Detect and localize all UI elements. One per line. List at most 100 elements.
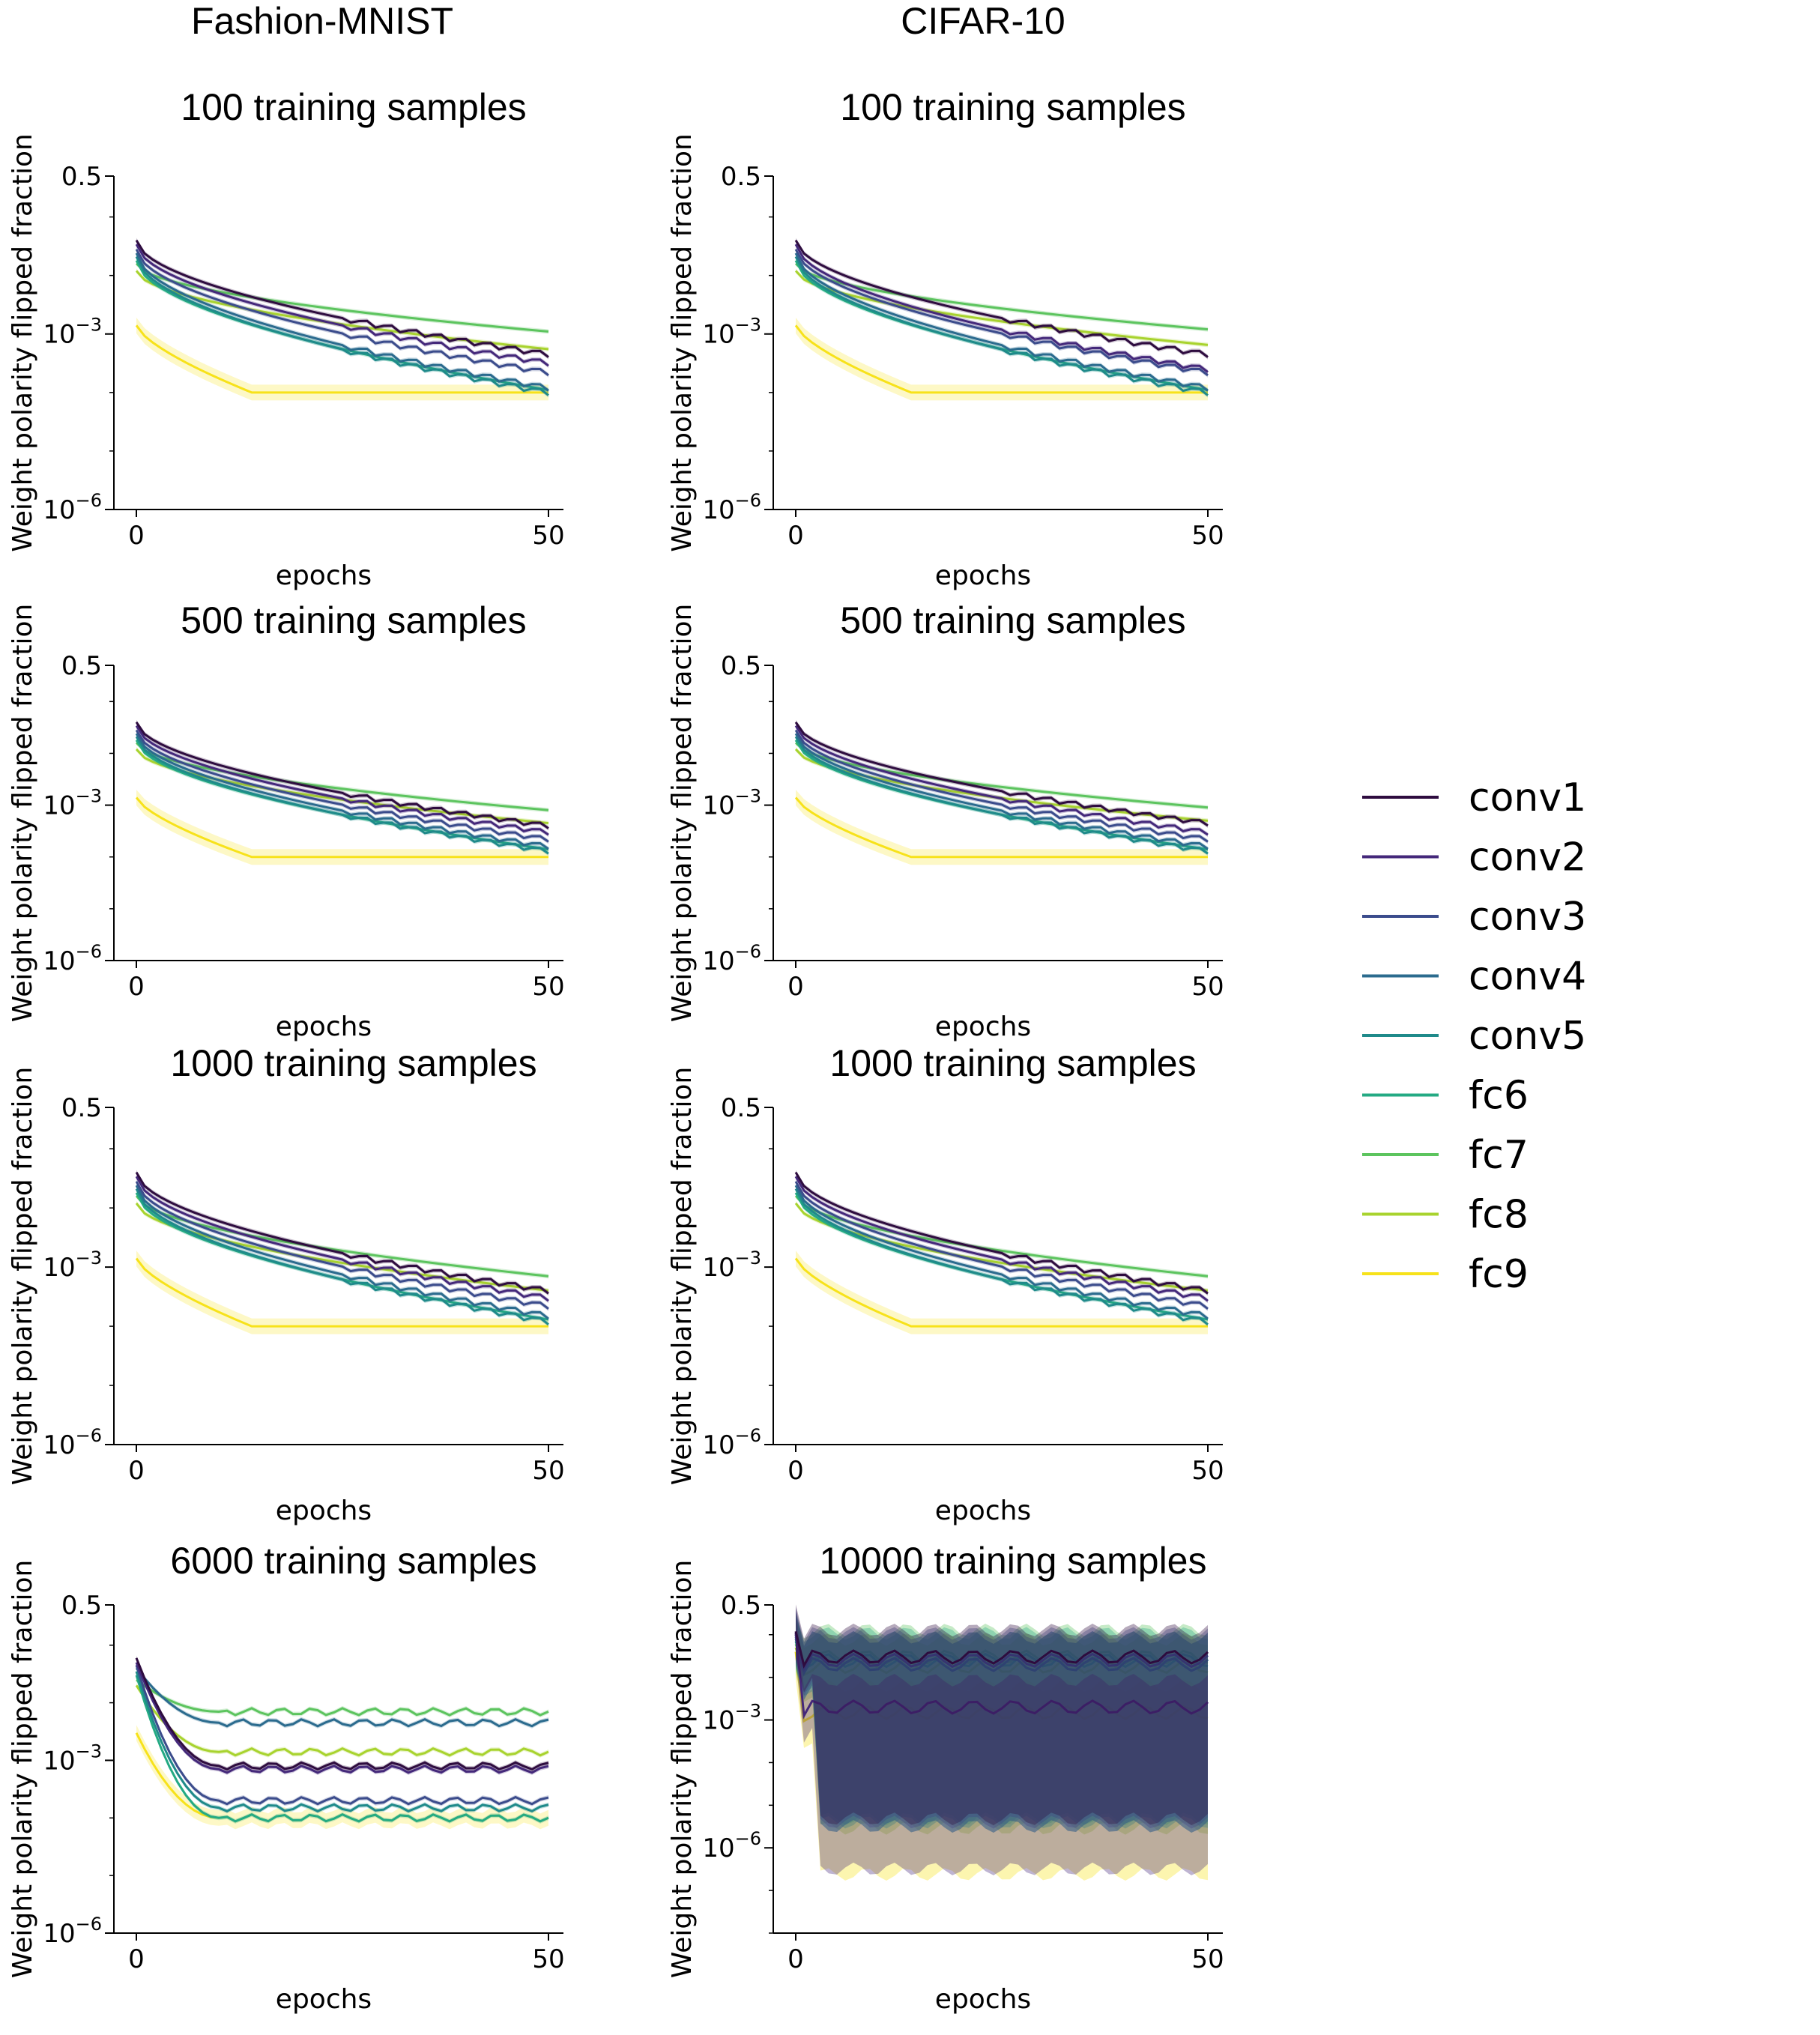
series-line-conv5 <box>794 736 1209 855</box>
x-tick-label: 50 <box>532 521 564 551</box>
series-line-conv1 <box>135 239 549 358</box>
legend-label: fc6 <box>1469 1074 1529 1119</box>
y-tick-label: 0.5 <box>61 162 102 192</box>
series-line-fc8 <box>135 1684 549 1757</box>
chart-panel: 1000 training samples 0.5 10−3 10−6 0 50 epoch… <box>667 1042 1224 1526</box>
column-title-cifar10: CIFAR-10 <box>901 0 1065 42</box>
series-band-fc8 <box>796 746 1208 823</box>
x-tick-label: 50 <box>1191 1456 1224 1486</box>
chart-panel: 1000 training samples 0.5 10−3 10−6 0 50 epoch… <box>7 1042 565 1526</box>
series-line-fc7 <box>794 742 1209 809</box>
chart-title: 500 training samples <box>840 599 1185 641</box>
series-line-conv2 <box>794 244 1209 373</box>
series-band-fc9 <box>796 317 1208 401</box>
series-band-conv3 <box>136 1663 548 1806</box>
x-tick-label: 50 <box>532 972 564 1002</box>
series-line-conv1 <box>794 1171 1209 1295</box>
chart-title: 100 training samples <box>181 86 526 128</box>
series-band-fc7 <box>136 261 548 334</box>
x-axis-label: epochs <box>276 560 372 591</box>
series-line-conv2 <box>794 1633 1209 1720</box>
x-tick-label: 0 <box>128 521 145 551</box>
series-line-conv1 <box>135 1171 549 1295</box>
series-band-fc9 <box>796 1251 1208 1334</box>
series-line-conv2 <box>135 1662 549 1774</box>
y-tick-label: 0.5 <box>61 651 102 681</box>
y-tick-label: 10−6 <box>702 941 761 976</box>
chart-panel: 6000 training samples 0.5 10−3 10−6 0 50 epoch… <box>7 1540 565 2015</box>
y-tick-label: 10−3 <box>702 1701 761 1736</box>
y-tick-label: 10−3 <box>702 1248 761 1283</box>
x-tick-label: 0 <box>787 521 804 551</box>
series-line-conv5 <box>135 255 549 396</box>
chart-panel: 100 training samples 0.5 10−3 10−6 0 50 epochs… <box>667 86 1224 591</box>
x-axis-label: epochs <box>935 1984 1031 2015</box>
series-line-fc8 <box>135 1202 549 1292</box>
series-band-conv3 <box>136 728 548 844</box>
chart-panel: 500 training samples 0.5 10−3 10−6 0 50 epochs… <box>667 599 1224 1042</box>
series-line-conv3 <box>794 729 1209 843</box>
y-axis-label: Weight polarity flipped fraction <box>7 133 38 552</box>
x-axis-label: epochs <box>935 1012 1031 1042</box>
series-band-fc6 <box>796 1614 1208 1829</box>
series-line-conv1 <box>135 1657 549 1771</box>
series-band-fc7 <box>796 1617 1208 1826</box>
x-tick-label: 0 <box>128 1944 145 1974</box>
chart-title: 10000 training samples <box>820 1540 1207 1582</box>
series-line-fc7 <box>794 1195 1209 1277</box>
y-tick-label: 10−3 <box>43 786 102 821</box>
series-line-conv2 <box>794 725 1209 836</box>
x-tick-label: 50 <box>532 1944 564 1974</box>
x-tick-label: 50 <box>1191 521 1224 551</box>
y-tick-label: 10−6 <box>43 490 102 525</box>
x-axis-label: epochs <box>935 1496 1031 1526</box>
series-band-fc9 <box>136 789 548 865</box>
y-axis-label: Weight polarity flipped fraction <box>7 1067 38 1486</box>
series-line-conv5 <box>135 736 549 855</box>
series-band-fc8 <box>796 268 1208 348</box>
series-line-fc8 <box>794 1202 1209 1292</box>
chart-title: 1000 training samples <box>170 1042 536 1084</box>
series-band-conv2 <box>796 1606 1208 1875</box>
series-line-conv2 <box>135 725 549 836</box>
y-tick-label: 10−6 <box>702 1828 761 1863</box>
series-line-conv3 <box>135 248 549 377</box>
x-tick-label: 50 <box>1191 972 1224 1002</box>
series-line-conv5 <box>794 255 1209 396</box>
legend-label: fc8 <box>1469 1193 1529 1238</box>
series-line-conv3 <box>135 1664 549 1806</box>
series-line-conv4 <box>794 1185 1209 1320</box>
series-line-fc9 <box>794 796 1208 859</box>
x-axis-label: epochs <box>276 1496 372 1526</box>
legend-entry-fc8: fc8 <box>1362 1193 1529 1238</box>
y-tick-label: 10−6 <box>702 1425 761 1460</box>
series-band-fc7 <box>136 1194 548 1279</box>
x-axis-label: epochs <box>276 1984 372 2015</box>
y-tick-label: 0.5 <box>721 651 761 681</box>
column-title-fashion-mnist: Fashion-MNIST <box>191 0 453 42</box>
series-band-fc8 <box>136 268 548 352</box>
legend-label: conv1 <box>1469 775 1586 820</box>
chart-title: 1000 training samples <box>829 1042 1196 1084</box>
series-line-conv1 <box>135 721 549 829</box>
series-line-conv2 <box>135 1176 549 1302</box>
x-tick-label: 0 <box>128 1456 145 1486</box>
series-line-conv4 <box>794 733 1209 850</box>
series-band-fc7 <box>136 740 548 813</box>
y-axis-label: Weight polarity flipped fraction <box>7 1560 38 1979</box>
chart-title: 100 training samples <box>840 86 1185 128</box>
y-tick-label: 10−6 <box>43 1425 102 1460</box>
series-band-fc9 <box>796 789 1208 865</box>
series-line-conv3 <box>135 729 549 843</box>
series-line-conv4 <box>135 1185 549 1320</box>
y-tick-label: 10−3 <box>43 1741 102 1776</box>
series-band-fc9 <box>136 317 548 401</box>
legend-entry-conv5: conv5 <box>1362 1014 1586 1059</box>
y-tick-label: 10−3 <box>43 315 102 350</box>
y-tick-label: 10−6 <box>702 490 761 525</box>
legend-entry-conv3: conv3 <box>1362 895 1586 940</box>
series-line-conv5 <box>135 1671 549 1813</box>
series-line-fc7 <box>135 742 549 811</box>
series-line-conv1 <box>794 239 1209 358</box>
